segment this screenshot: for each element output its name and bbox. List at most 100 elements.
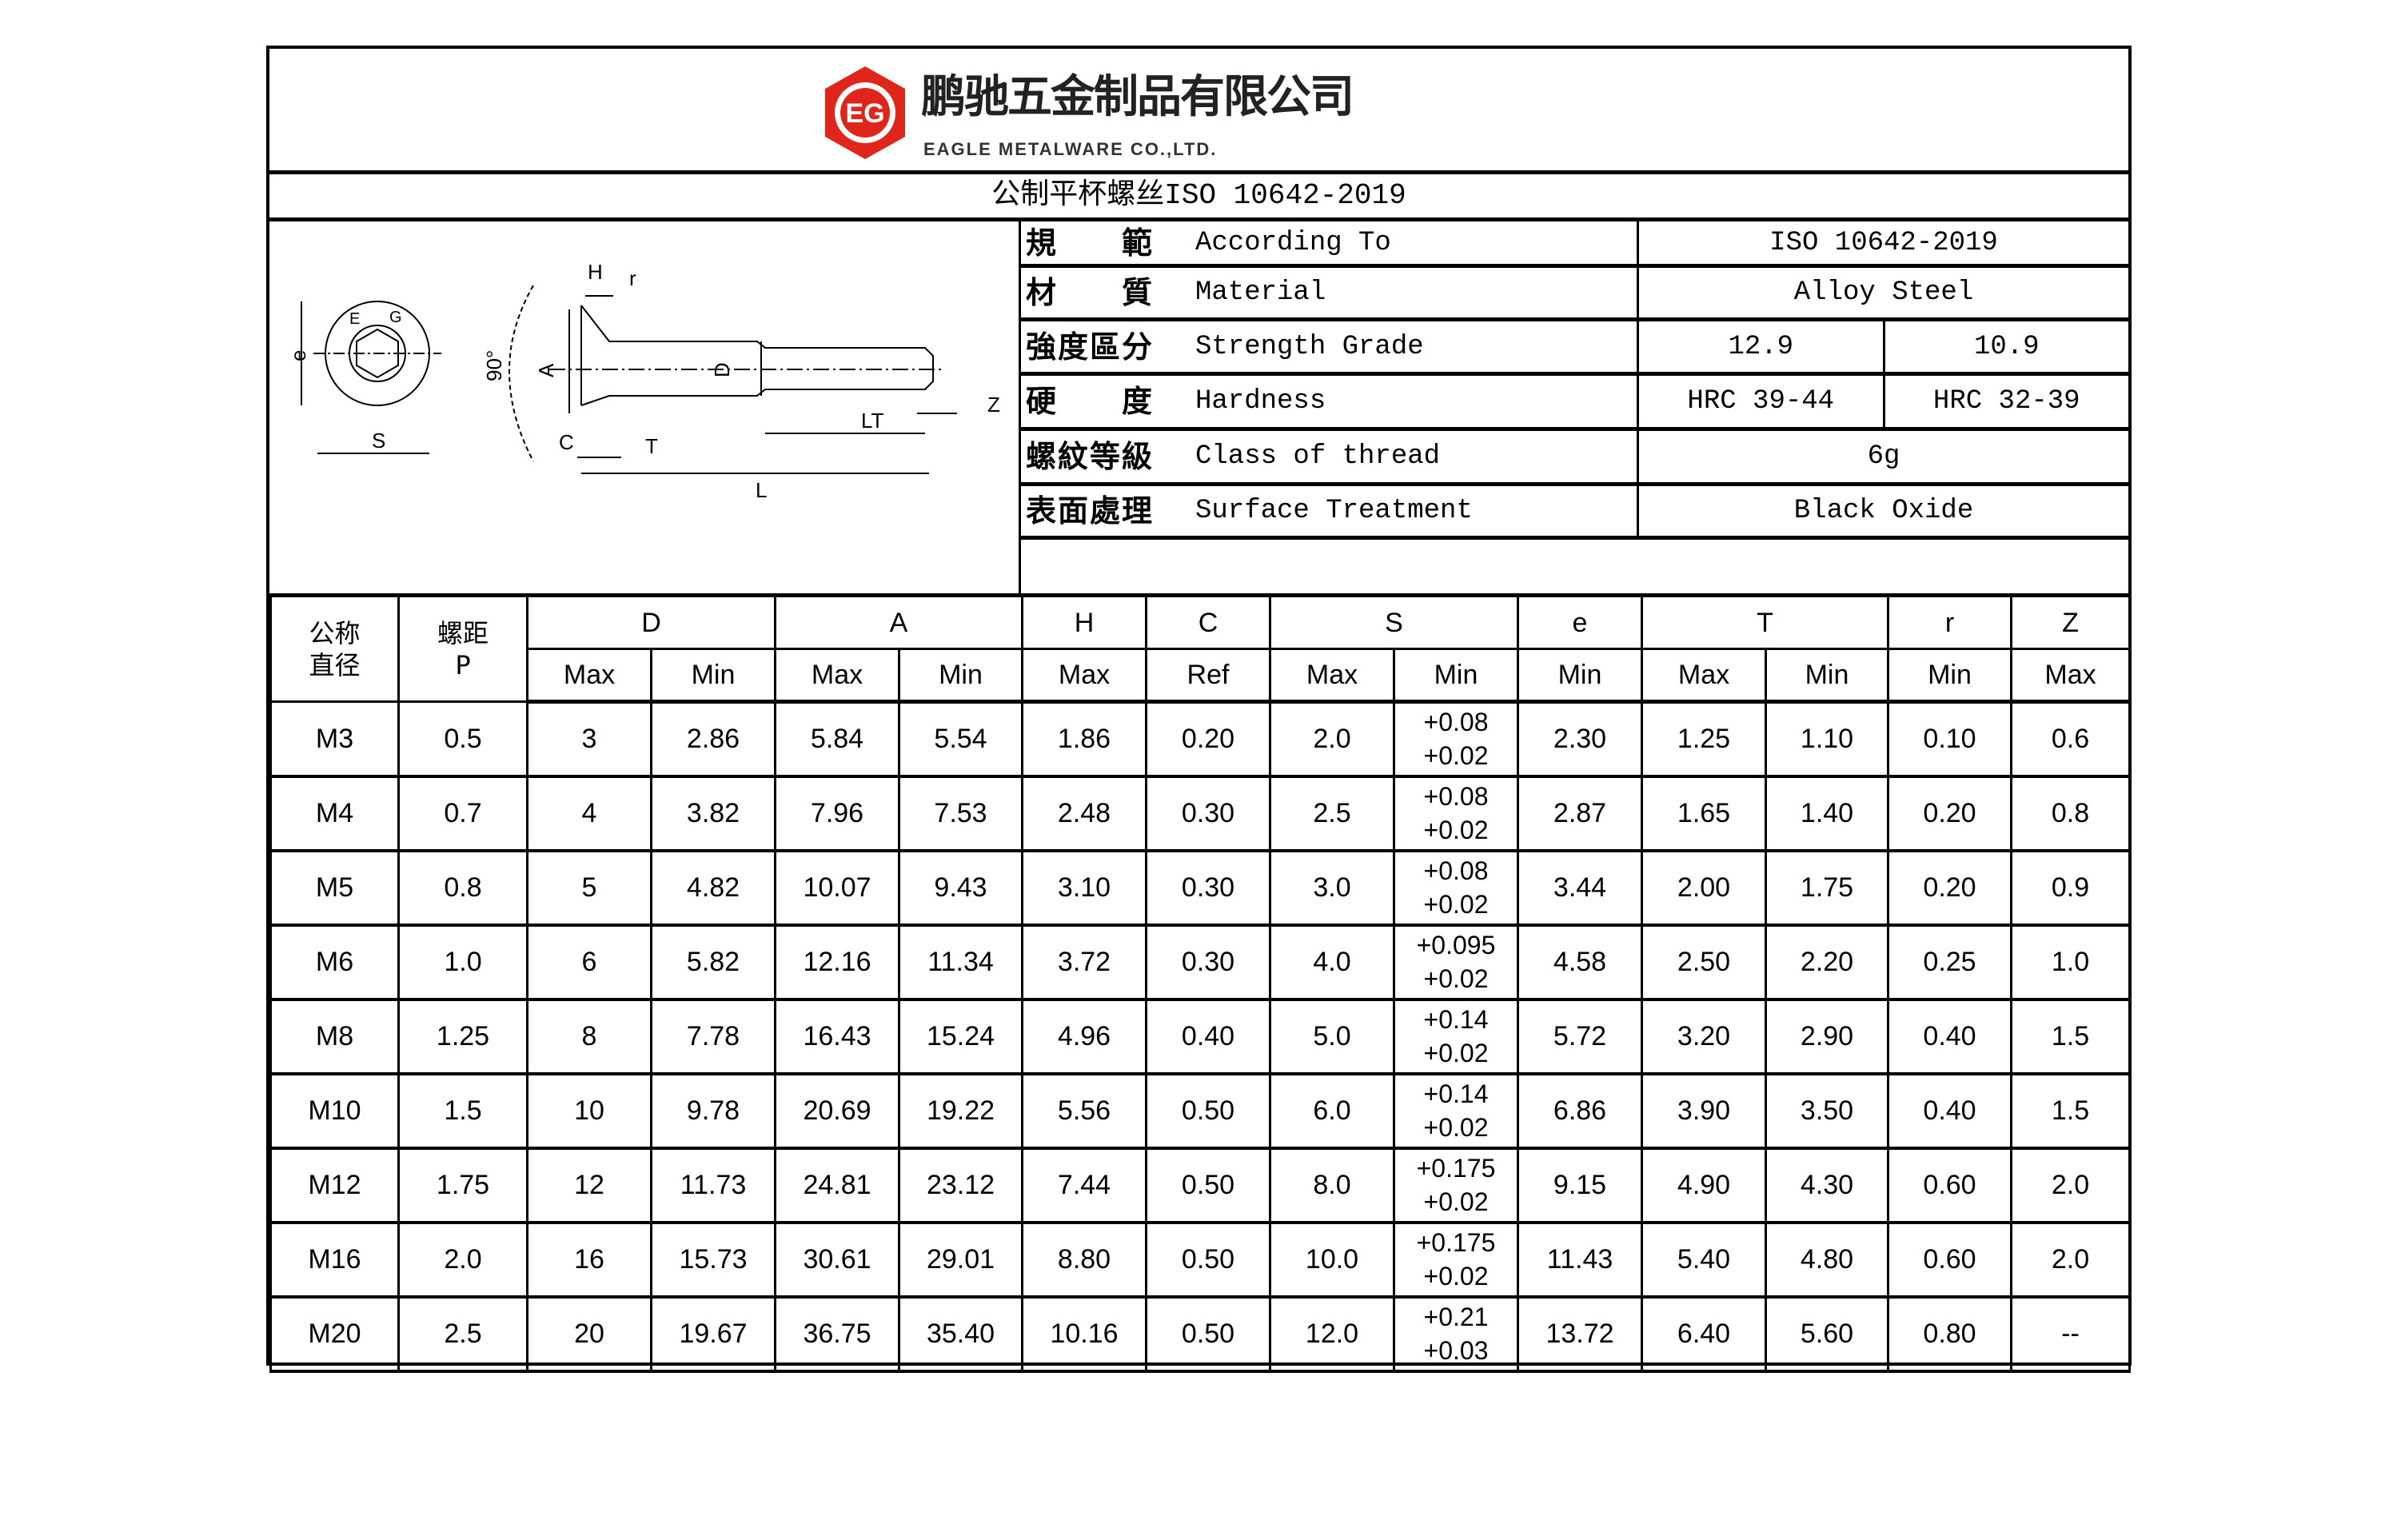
- subheader-cell: Min: [1887, 648, 2012, 704]
- table-cell: 0.20: [1887, 775, 2012, 852]
- subheader-cell: Max: [1641, 648, 1767, 704]
- table-cell: M10: [269, 1072, 400, 1150]
- spec-label-en: Class of thread: [1189, 431, 1639, 482]
- table-cell: 5.82: [650, 924, 776, 1001]
- table-cell: 5.54: [898, 700, 1023, 778]
- tolerance-value: +0.14: [1423, 1005, 1489, 1034]
- table-cell: M4: [269, 775, 400, 852]
- screw-diagram: H r e E G 90° A D Z LT S C T L: [269, 221, 1021, 593]
- header-group-r: r: [1887, 594, 2012, 650]
- table-cell: 11.43: [1517, 1221, 1643, 1299]
- table-cell: 16.43: [774, 998, 900, 1075]
- table-cell: 0.20: [1145, 700, 1271, 778]
- subheader-cell: Ref: [1145, 648, 1271, 704]
- subheader-cell: Min: [1517, 648, 1643, 704]
- tolerance-value: +0.175: [1416, 1228, 1496, 1257]
- company-logo: EG: [825, 66, 905, 159]
- table-cell: 3.72: [1021, 924, 1147, 1001]
- tolerance-value: +0.08: [1423, 856, 1489, 885]
- table-cell-tolerance: +0.175 +0.02: [1393, 1221, 1519, 1299]
- table-cell: 16: [526, 1221, 652, 1299]
- subheader-cell: Min: [1393, 648, 1519, 704]
- table-row: M16 2.0 16 15.73 30.61 29.01 8.80 0.50 10.0 +0.17…: [269, 1221, 2131, 1299]
- spec-row-surface: 表面處理 Surface Treatment Black Oxide: [1021, 486, 2128, 540]
- table-cell: 6.40: [1641, 1295, 1767, 1373]
- table-cell: 0.30: [1145, 924, 1271, 1001]
- tolerance-value: +0.095: [1416, 931, 1496, 960]
- table-cell: 0.40: [1887, 998, 2012, 1075]
- table-cell: 8: [526, 998, 652, 1075]
- spec-label-en: According To: [1189, 221, 1639, 264]
- table-cell: 11.34: [898, 924, 1023, 1001]
- svg-text:EG: EG: [845, 98, 884, 129]
- spec-value: HRC 39-44: [1687, 386, 1835, 417]
- table-cell: 2.30: [1517, 700, 1643, 778]
- table-cell: 20.69: [774, 1072, 900, 1150]
- header-group-t: T: [1641, 594, 1889, 650]
- tolerance-value: +0.175: [1416, 1154, 1496, 1183]
- spec-sheet: EG 鹏驰五金制品有限公司 EAGLE METALWARE CO.,LTD. 公…: [266, 46, 2132, 1373]
- table-cell: 4.90: [1641, 1147, 1767, 1224]
- spec-label-en: Material: [1189, 268, 1639, 317]
- spec-label-cn: 強度區分: [1026, 329, 1155, 365]
- table-cell-tolerance: +0.21 +0.03: [1393, 1295, 1519, 1373]
- table-cell: M3: [269, 700, 400, 778]
- table-cell: 0.50: [1145, 1221, 1271, 1299]
- table-cell: 12.16: [774, 924, 900, 1001]
- table-cell: 5.60: [1765, 1295, 1889, 1373]
- label-a: A: [534, 363, 558, 377]
- header-pitch: 螺距 P: [397, 594, 528, 703]
- table-cell: 2.5: [1269, 775, 1395, 852]
- table-cell: 0.7: [397, 775, 528, 852]
- spec-row-thread-class: 螺紋等級 Class of thread 6g: [1021, 431, 2128, 486]
- label-angle: 90°: [482, 350, 506, 381]
- table-cell: 3.44: [1517, 849, 1643, 927]
- table-cell: 0.20: [1887, 849, 2012, 927]
- table-cell: 5.56: [1021, 1072, 1147, 1150]
- subheader-cell: Max: [1021, 648, 1147, 704]
- header-group-s: S: [1269, 594, 1519, 650]
- spec-label-en: Strength Grade: [1189, 321, 1639, 372]
- table-cell: 10: [526, 1072, 652, 1150]
- table-cell: 7.96: [774, 775, 900, 852]
- table-cell: 20: [526, 1295, 652, 1373]
- table-cell: 0.25: [1887, 924, 2012, 1001]
- table-cell: 6.0: [1269, 1072, 1395, 1150]
- subheader-cell: Min: [898, 648, 1023, 704]
- table-cell: 0.8: [2010, 775, 2131, 852]
- spec-row-standard: 規 範 According To ISO 10642-2019: [1021, 221, 2128, 268]
- document-title: 公制平杯螺丝ISO 10642-2019: [269, 174, 2128, 221]
- label-d: D: [710, 362, 734, 377]
- table-cell: 1.0: [397, 924, 528, 1001]
- table-row: M12 1.75 12 11.73 24.81 23.12 7.44 0.50 8.0 +0.17…: [269, 1147, 2131, 1224]
- subheader-cell: Max: [1269, 648, 1395, 704]
- tolerance-value: +0.02: [1423, 816, 1489, 844]
- label-e-upper: E: [349, 310, 360, 328]
- table-cell: 2.90: [1765, 998, 1889, 1075]
- table-cell: 3.10: [1021, 849, 1147, 927]
- tolerance-value: +0.02: [1423, 1113, 1489, 1142]
- table-cell-tolerance: +0.175 +0.02: [1393, 1147, 1519, 1224]
- subheader-cell: Max: [774, 648, 900, 704]
- table-cell: 0.10: [1887, 700, 2012, 778]
- header-text: 公称: [309, 617, 361, 648]
- table-cell: 12.0: [1269, 1295, 1395, 1373]
- table-cell: 10.07: [774, 849, 900, 927]
- table-cell: 1.75: [397, 1147, 528, 1224]
- label-c: C: [559, 430, 574, 454]
- table-cell: 3.0: [1269, 849, 1395, 927]
- header-nominal-diameter: 公称 直径: [269, 594, 400, 703]
- table-cell: 2.0: [2010, 1221, 2131, 1299]
- spec-label-cn: 規 範: [1026, 225, 1155, 261]
- table-cell: 5: [526, 849, 652, 927]
- table-cell: 0.30: [1145, 849, 1271, 927]
- company-name-en: EAGLE METALWARE CO.,LTD.: [923, 139, 1218, 159]
- table-cell: 3.50: [1765, 1072, 1889, 1150]
- tolerance-value: +0.02: [1423, 890, 1489, 919]
- table-cell: M20: [269, 1295, 400, 1373]
- table-cell: 15.24: [898, 998, 1023, 1075]
- label-h: H: [588, 260, 603, 284]
- tolerance-value: +0.02: [1423, 964, 1489, 993]
- table-cell-tolerance: +0.095 +0.02: [1393, 924, 1519, 1001]
